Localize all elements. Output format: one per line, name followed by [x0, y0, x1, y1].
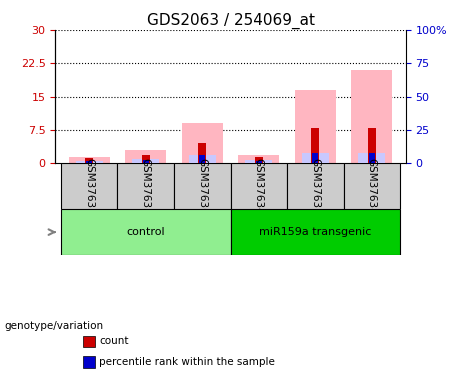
Text: GSM37633: GSM37633 [84, 158, 94, 215]
FancyBboxPatch shape [61, 164, 118, 209]
Text: GSM37634: GSM37634 [254, 158, 264, 215]
Bar [311, 128, 319, 164]
Text: genotype/variation: genotype/variation [5, 321, 104, 331]
Bar [189, 155, 216, 164]
Text: control: control [126, 227, 165, 237]
Bar [301, 153, 329, 164]
Bar [358, 153, 385, 164]
Bar [295, 90, 336, 164]
Bar [351, 70, 392, 164]
Bar [369, 153, 375, 164]
FancyBboxPatch shape [230, 164, 287, 209]
Bar [85, 158, 93, 164]
Bar [368, 128, 376, 164]
Text: percentile rank within the sample: percentile rank within the sample [99, 357, 275, 367]
Bar [238, 154, 279, 164]
FancyBboxPatch shape [61, 209, 230, 255]
Bar [200, 155, 205, 164]
Bar [255, 157, 263, 164]
Text: miR159a transgenic: miR159a transgenic [259, 227, 372, 237]
FancyBboxPatch shape [174, 164, 230, 209]
Text: GSM37635: GSM37635 [141, 158, 151, 215]
Text: GSM37638: GSM37638 [367, 158, 377, 215]
Bar [182, 123, 223, 164]
Title: GDS2063 / 254069_at: GDS2063 / 254069_at [147, 12, 314, 28]
Bar [69, 157, 110, 164]
Bar [142, 156, 150, 164]
Bar [86, 161, 92, 164]
Text: count: count [99, 336, 129, 346]
FancyBboxPatch shape [230, 209, 400, 255]
Bar [256, 160, 261, 164]
FancyBboxPatch shape [343, 164, 400, 209]
Text: GSM37637: GSM37637 [310, 158, 320, 215]
Bar [132, 159, 160, 164]
FancyBboxPatch shape [287, 164, 343, 209]
Bar [245, 160, 272, 164]
Bar [125, 150, 166, 164]
Text: GSM37636: GSM37636 [197, 158, 207, 215]
Bar [143, 160, 148, 164]
Bar [198, 144, 206, 164]
Bar [313, 153, 318, 164]
Bar [76, 161, 103, 164]
FancyBboxPatch shape [118, 164, 174, 209]
